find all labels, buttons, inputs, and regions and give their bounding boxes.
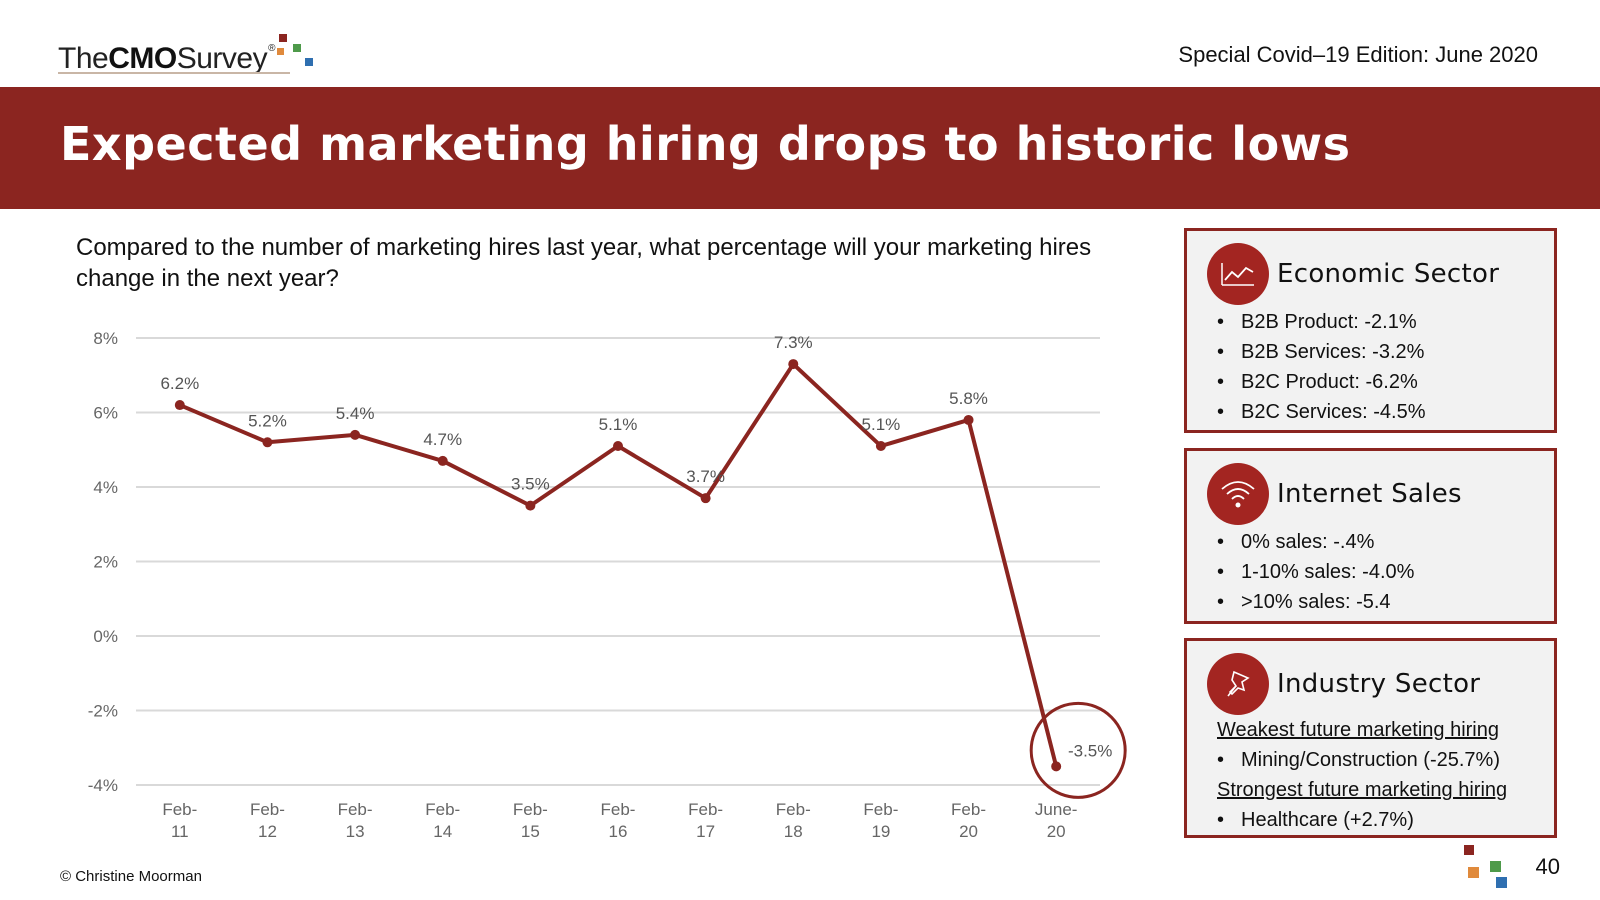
internet-sales-title: Internet Sales [1277,479,1462,509]
x-tick-label: Feb-18 [776,800,811,841]
data-label: 7.3% [774,333,813,352]
economic-sector-list: • B2B Product: -2.1% • B2B Services: -3.2%… [1217,307,1426,427]
page-title: Expected marketing hiring drops to histo… [60,117,1351,171]
data-label: 5.1% [862,415,901,434]
list-item: • B2B Services: -3.2% [1217,341,1425,363]
industry-sector-content: Weakest future marketing hiring • Mining/… [1217,715,1507,835]
data-label: 3.7% [686,467,725,486]
cmo-survey-logo: TheCMOSurvey® [58,34,319,74]
survey-question: Compared to the number of marketing hire… [76,234,1092,292]
data-label: 5.2% [248,411,287,430]
industry-sector-header: Industry Sector [1207,653,1480,715]
logo-the: The [58,42,109,75]
x-tick-label: June-20 [1035,800,1078,841]
data-point [262,437,273,448]
data-label: 6.2% [160,374,199,393]
title-banner: Expected marketing hiring drops to histo… [0,87,1600,209]
copyright: © Christine Moorman [60,868,202,885]
x-tick-label: Feb-12 [250,800,285,841]
internet-sales-header: Internet Sales [1207,463,1462,525]
list-item: • B2C Product: -6.2% [1217,371,1418,393]
x-tick-label: Feb-19 [863,800,898,841]
weakest-label: Weakest future marketing hiring [1217,719,1499,741]
edition-label: Special Covid–19 Edition: June 2020 [1178,42,1538,67]
strongest-label: Strongest future marketing hiring [1217,779,1508,801]
data-point [525,500,536,511]
list-item: • B2B Product: -2.1% [1217,311,1417,333]
y-tick-label: 8% [93,329,118,348]
data-label: 5.4% [336,404,375,423]
list-item: • B2C Services: -4.5% [1217,401,1426,423]
x-tick-label: Feb-14 [425,800,460,841]
page-number: 40 [1535,854,1560,879]
list-item: • Mining/Construction (-25.7%) [1217,749,1500,771]
data-point [875,441,886,452]
logo-registered: ® [268,43,275,54]
footer-dots-icon [1460,845,1510,895]
industry-sector-panel: Industry Sector Weakest future marketing… [1184,638,1557,838]
data-label: 4.7% [423,430,462,449]
y-tick-label: -2% [88,702,118,721]
x-tick-label: Feb-13 [338,800,373,841]
economic-sector-header: Economic Sector [1207,243,1499,305]
data-point [174,400,185,411]
list-item: • 1-10% sales: -4.0% [1217,561,1415,583]
internet-sales-list: • 0% sales: -.4% • 1-10% sales: -4.0% • >10… [1217,527,1414,617]
data-label: 5.8% [949,389,988,408]
y-tick-label: 2% [93,553,118,572]
logo-survey: Survey [176,42,268,75]
industry-sector-title: Industry Sector [1277,669,1481,699]
x-tick-label: Feb-15 [513,800,548,841]
data-point [1051,761,1062,772]
x-tick-label: Feb-17 [688,800,723,841]
list-item: • Healthcare (+2.7%) [1217,809,1414,831]
pushpin-icon [1207,653,1269,715]
y-tick-label: 6% [93,404,118,423]
logo-dots-icon [276,34,319,74]
internet-sales-panel: Internet Sales • 0% sales: -.4% • 1-10% sa… [1184,448,1557,624]
data-label: 3.5% [511,475,550,494]
data-point [437,455,448,466]
economic-sector-title: Economic Sector [1277,259,1500,289]
logo-underline [58,72,290,74]
x-tick-label: Feb-16 [601,800,636,841]
data-point [788,359,799,370]
line-chart-icon [1207,243,1269,305]
data-point [700,493,711,504]
logo-wordmark: TheCMOSurvey® [58,44,275,74]
y-tick-label: 0% [93,627,118,646]
hiring-line-chart: -4% -2% 0% 2% 4% 6% 8% Feb-11 Feb-12 Feb-13 Feb-14… [88,329,1127,841]
wifi-icon [1207,463,1269,525]
logo-cmo: CMO [108,42,177,75]
economic-sector-panel: Economic Sector • B2B Product: -2.1% • B2B… [1184,228,1557,433]
x-tick-label: Feb-11 [162,800,197,841]
x-tick-label: Feb-20 [951,800,986,841]
data-point [350,429,361,440]
data-label: 5.1% [599,415,638,434]
data-point [963,414,974,425]
data-point [613,441,623,452]
data-label: -3.5% [1068,741,1112,760]
y-tick-label: -4% [88,776,118,795]
highlight-circle [1029,701,1127,799]
list-item: • >10% sales: -5.4 [1217,591,1391,613]
y-tick-label: 4% [93,478,118,497]
list-item: • 0% sales: -.4% [1217,531,1375,553]
